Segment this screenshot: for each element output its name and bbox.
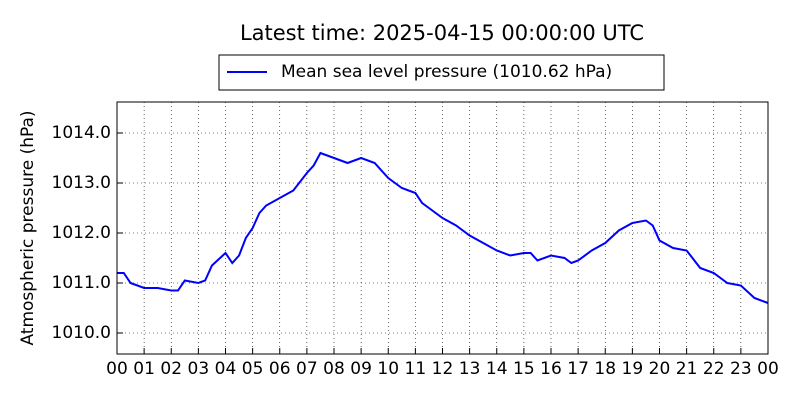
x-tick-label: 09: [350, 359, 372, 379]
x-tick-label: 21: [676, 359, 698, 379]
x-tick-label: 20: [649, 359, 671, 379]
y-tick-label: 1012.0: [52, 223, 111, 243]
y-tick-label: 1013.0: [52, 173, 111, 193]
plot-frame: [116, 101, 769, 355]
x-tick-label: 11: [405, 359, 427, 379]
x-tick-label: 05: [242, 359, 264, 379]
chart-title: Latest time: 2025-04-15 00:00:00 UTC: [240, 21, 644, 45]
legend-label: Mean sea level pressure (1010.62 hPa): [281, 62, 612, 82]
x-tick-label: 16: [540, 359, 562, 379]
x-tick-label: 00: [106, 359, 128, 379]
x-tick-label: 17: [567, 359, 589, 379]
x-tick-label: 07: [296, 359, 318, 379]
x-tick-label: 02: [160, 359, 182, 379]
x-tick-label: 19: [622, 359, 644, 379]
x-tick-label: 18: [594, 359, 616, 379]
y-axis-label: Atmospheric pressure (hPa): [18, 110, 38, 345]
x-tick-label: 08: [323, 359, 345, 379]
x-tick-label: 10: [377, 359, 399, 379]
x-tick-label: 14: [486, 359, 508, 379]
x-tick-label: 12: [432, 359, 454, 379]
data-line: [117, 151, 769, 304]
x-tick-label: 03: [188, 359, 210, 379]
x-tick-label: 06: [269, 359, 291, 379]
x-tick-label: 00: [757, 359, 779, 379]
y-tick-label: 1014.0: [52, 123, 111, 143]
x-tick-label: 15: [513, 359, 535, 379]
x-tick-label: 23: [730, 359, 752, 379]
x-tick-label: 22: [703, 359, 725, 379]
y-tick-label: 1011.0: [52, 273, 111, 293]
x-tick-label: 04: [215, 359, 237, 379]
y-tick-label: 1010.0: [52, 323, 111, 343]
x-tick-label: 13: [459, 359, 481, 379]
x-tick-label: 01: [133, 359, 155, 379]
legend: [218, 54, 665, 91]
